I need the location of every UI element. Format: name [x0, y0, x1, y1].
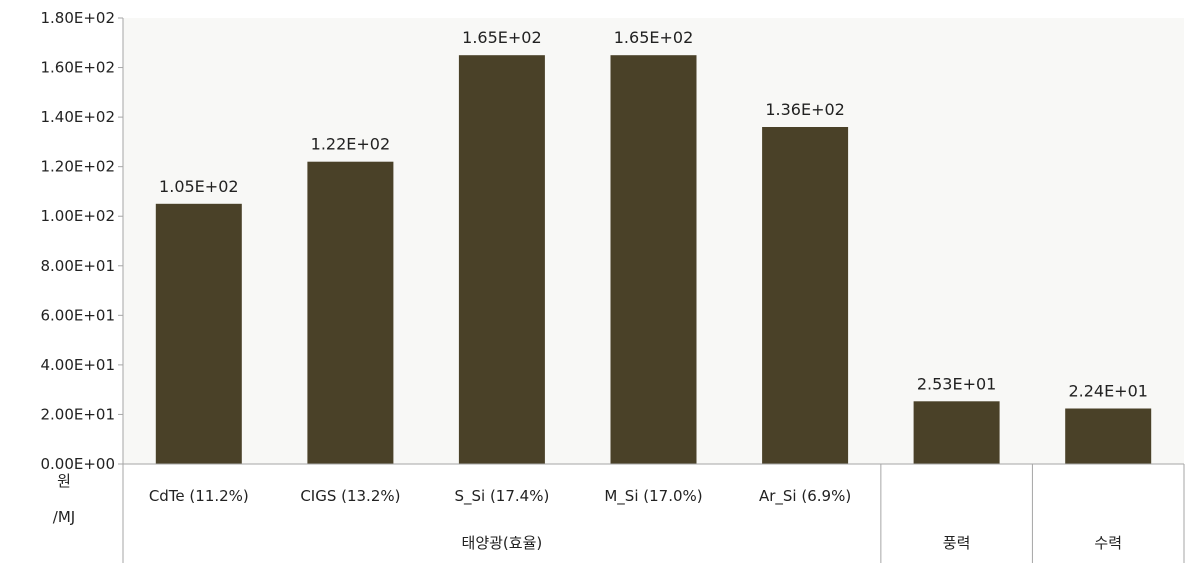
category-label-0: CdTe (11.2%) — [149, 487, 249, 505]
group-label-2: 수력 — [1094, 534, 1122, 552]
y-tick-label-7: 1.40E+02 — [40, 108, 115, 126]
y-tick-label-3: 6.00E+01 — [40, 306, 115, 324]
category-label-2: S_Si (17.4%) — [454, 487, 549, 506]
data-label-2: 1.65E+02 — [462, 28, 542, 47]
bar-4 — [762, 127, 849, 464]
bar-1 — [307, 161, 394, 464]
data-label-5: 2.53E+01 — [917, 374, 997, 393]
y-unit-label-line1: 원 — [57, 472, 71, 490]
data-label-4: 1.36E+02 — [765, 100, 845, 119]
labels-layer: 1.05E+02 CdTe (11.2%) 1.22E+02 CIGS (13.2%)… — [40, 9, 1147, 552]
bar-0 — [155, 203, 242, 465]
data-label-3: 1.65E+02 — [614, 28, 694, 47]
y-tick-label-5: 1.00E+02 — [40, 207, 115, 225]
group-label-1: 풍력 — [943, 534, 971, 552]
y-tick-label-9: 1.80E+02 — [40, 9, 115, 27]
axes-layer — [118, 17, 1185, 563]
bar-5 — [913, 401, 1000, 464]
y-tick-label-4: 8.00E+01 — [40, 257, 115, 275]
bar-6 — [1065, 408, 1152, 464]
data-label-0: 1.05E+02 — [159, 177, 239, 196]
data-label-6: 2.24E+01 — [1068, 382, 1148, 401]
group-label-0: 태양광(효율) — [462, 534, 543, 552]
y-tick-label-6: 1.20E+02 — [40, 158, 115, 176]
y-tick-label-0: 0.00E+00 — [40, 455, 115, 473]
category-label-4: Ar_Si (6.9%) — [759, 487, 851, 506]
bar-3 — [610, 55, 697, 464]
bars-layer — [155, 55, 1152, 465]
y-unit-label-line2: /MJ — [53, 508, 75, 526]
data-label-1: 1.22E+02 — [311, 135, 391, 154]
y-tick-label-2: 4.00E+01 — [40, 356, 115, 374]
y-tick-label-8: 1.60E+02 — [40, 59, 115, 77]
y-tick-label-1: 2.00E+01 — [40, 405, 115, 423]
category-label-3: M_Si (17.0%) — [604, 487, 702, 506]
bar-2 — [458, 55, 545, 464]
category-label-1: CIGS (13.2%) — [300, 487, 400, 505]
